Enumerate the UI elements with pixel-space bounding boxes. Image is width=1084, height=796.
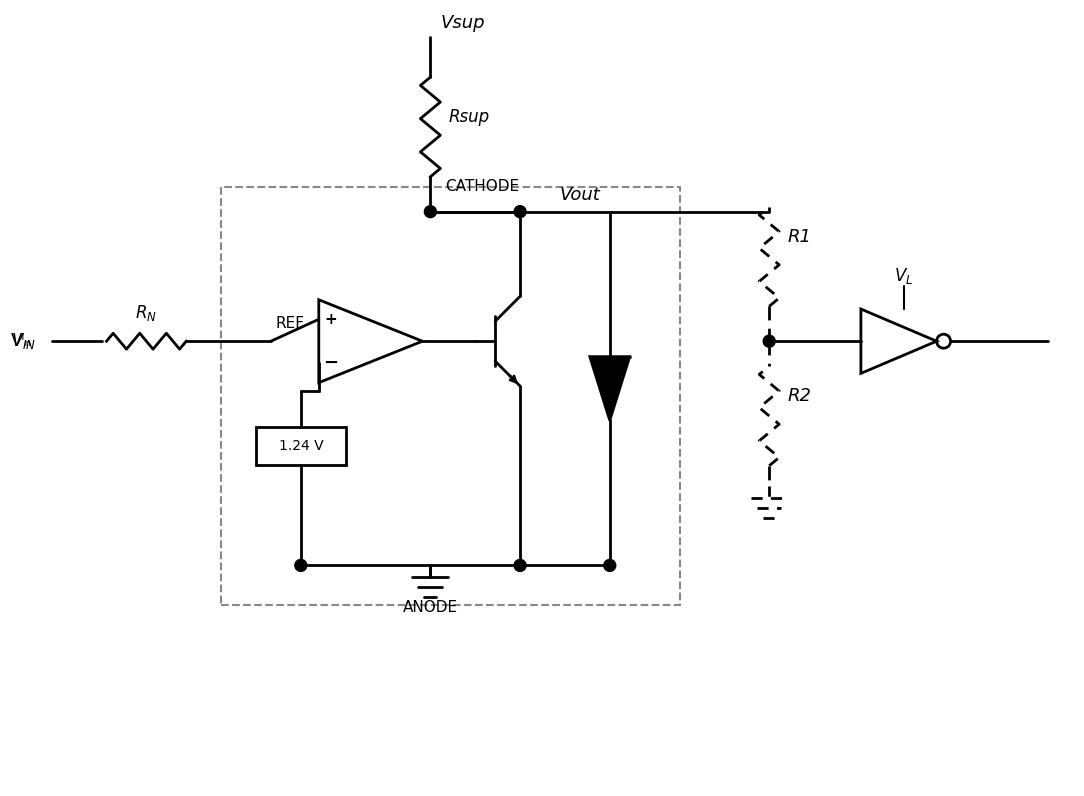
Circle shape [604, 560, 616, 572]
Text: −: − [323, 354, 338, 372]
Text: $R_N$: $R_N$ [136, 303, 157, 323]
Text: R2: R2 [787, 387, 811, 405]
Text: ANODE: ANODE [403, 600, 457, 615]
Text: CATHODE: CATHODE [446, 179, 519, 193]
Text: 1.24 V: 1.24 V [279, 439, 323, 453]
Polygon shape [590, 357, 630, 420]
Circle shape [763, 335, 775, 347]
Text: R1: R1 [787, 228, 811, 245]
Text: Vᴵₙ: Vᴵₙ [11, 332, 33, 350]
Text: $V_L$: $V_L$ [894, 267, 914, 287]
Text: Vout: Vout [560, 185, 601, 204]
Circle shape [514, 560, 526, 572]
Text: +: + [324, 312, 337, 327]
Text: $V_{IN}$: $V_{IN}$ [11, 331, 37, 351]
Text: Vsup: Vsup [440, 14, 485, 33]
Text: Rsup: Rsup [449, 108, 490, 126]
Circle shape [295, 560, 307, 572]
Text: REF: REF [276, 316, 305, 331]
Circle shape [425, 205, 437, 217]
Circle shape [514, 205, 526, 217]
